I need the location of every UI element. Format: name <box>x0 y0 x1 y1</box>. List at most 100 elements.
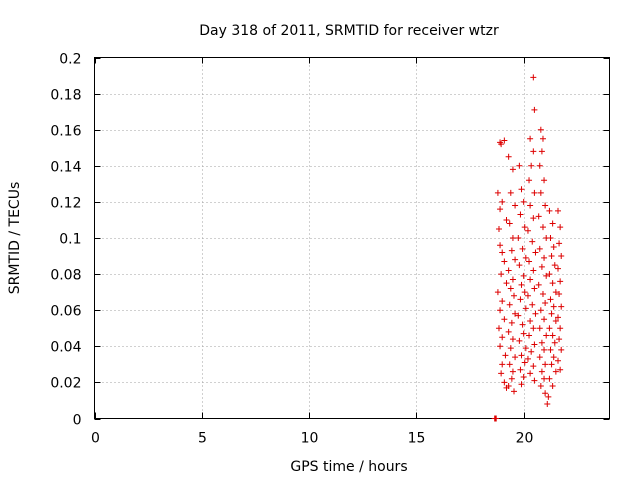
data-point <box>530 148 537 155</box>
data-point <box>526 177 533 184</box>
data-point <box>531 106 538 113</box>
data-point <box>509 235 516 241</box>
data-point <box>509 276 516 283</box>
data-point <box>532 310 539 317</box>
data-point <box>550 354 557 361</box>
y-tick-label: 0.04 <box>50 340 81 356</box>
data-point <box>547 235 554 241</box>
y-tick-label: 0.18 <box>50 88 81 104</box>
data-point <box>501 137 508 144</box>
data-point <box>519 321 526 328</box>
data-point <box>530 215 537 222</box>
data-point <box>542 390 549 397</box>
data-point <box>521 224 528 231</box>
data-point <box>497 206 504 213</box>
data-point <box>499 361 506 368</box>
y-tick-label: 0.06 <box>50 304 81 320</box>
data-point <box>541 177 548 184</box>
data-point <box>555 207 561 214</box>
data-point <box>550 244 557 251</box>
x-tick-label: 15 <box>408 431 426 447</box>
data-point <box>495 225 502 232</box>
data-point <box>530 325 537 332</box>
data-point <box>536 162 543 169</box>
data-point <box>546 271 553 278</box>
data-point <box>552 368 559 375</box>
data-point <box>499 298 506 305</box>
data-point <box>558 303 565 310</box>
y-tick-label: 0.1 <box>59 232 81 248</box>
data-point <box>527 202 534 209</box>
data-point <box>541 316 548 323</box>
x-tick-label: 10 <box>301 431 319 447</box>
data-point <box>535 281 542 288</box>
data-point <box>556 240 563 247</box>
data-point <box>518 352 525 359</box>
data-point <box>509 336 516 343</box>
data-point <box>537 189 544 196</box>
data-point <box>529 301 536 308</box>
data-point <box>531 377 538 384</box>
data-point <box>558 346 565 353</box>
data-point <box>518 186 525 193</box>
data-point <box>538 263 545 270</box>
data-point <box>522 305 529 312</box>
data-point <box>518 281 525 288</box>
y-tick-label: 0.16 <box>50 124 81 140</box>
data-point <box>549 220 556 227</box>
data-point <box>537 126 544 133</box>
y-tick-label: 0.12 <box>50 196 81 212</box>
data-point <box>550 303 557 310</box>
data-point <box>537 383 544 390</box>
data-point <box>526 332 533 339</box>
y-tick-label: 0.2 <box>59 52 81 68</box>
data-point <box>520 373 527 380</box>
x-tick-label: 5 <box>198 431 207 447</box>
data-point <box>541 375 548 382</box>
data-point <box>498 271 505 278</box>
data-point <box>506 220 513 227</box>
data-point <box>531 285 538 292</box>
data-point <box>542 361 549 368</box>
data-point <box>538 339 545 346</box>
data-point <box>503 216 510 223</box>
data-point <box>503 280 510 287</box>
data-point <box>552 289 559 296</box>
data-point <box>512 256 519 263</box>
data-point <box>527 318 534 325</box>
y-axis-title: SRMTID / TECUs <box>7 182 23 295</box>
data-point <box>522 254 529 261</box>
data-point <box>509 166 516 173</box>
data-point <box>512 310 519 317</box>
data-point <box>527 370 534 377</box>
y-tick-label: 0.14 <box>50 160 81 176</box>
data-point <box>543 332 550 339</box>
data-point <box>505 267 512 274</box>
data-point <box>505 153 512 160</box>
data-point <box>543 272 550 279</box>
data-point <box>517 211 524 218</box>
data-point <box>528 162 535 169</box>
x-axis-title: GPS time / hours <box>290 459 407 475</box>
data-point <box>557 366 564 373</box>
data-point <box>520 198 527 205</box>
data-point <box>527 135 534 142</box>
data-point <box>539 224 546 231</box>
data-point <box>555 265 561 272</box>
data-point <box>501 258 508 265</box>
data-point <box>492 415 499 422</box>
y-tick-label: 0.08 <box>50 268 81 284</box>
data-point <box>521 289 528 296</box>
data-point <box>515 312 522 319</box>
data-point <box>517 296 524 303</box>
data-point <box>532 249 539 256</box>
data-point <box>511 292 518 299</box>
data-point <box>502 352 509 359</box>
data-point <box>556 290 563 297</box>
data-point <box>508 319 515 326</box>
data-point <box>537 307 544 314</box>
data-point <box>507 345 514 352</box>
data-point <box>549 332 556 339</box>
data-point <box>546 375 553 382</box>
data-point <box>495 325 502 332</box>
